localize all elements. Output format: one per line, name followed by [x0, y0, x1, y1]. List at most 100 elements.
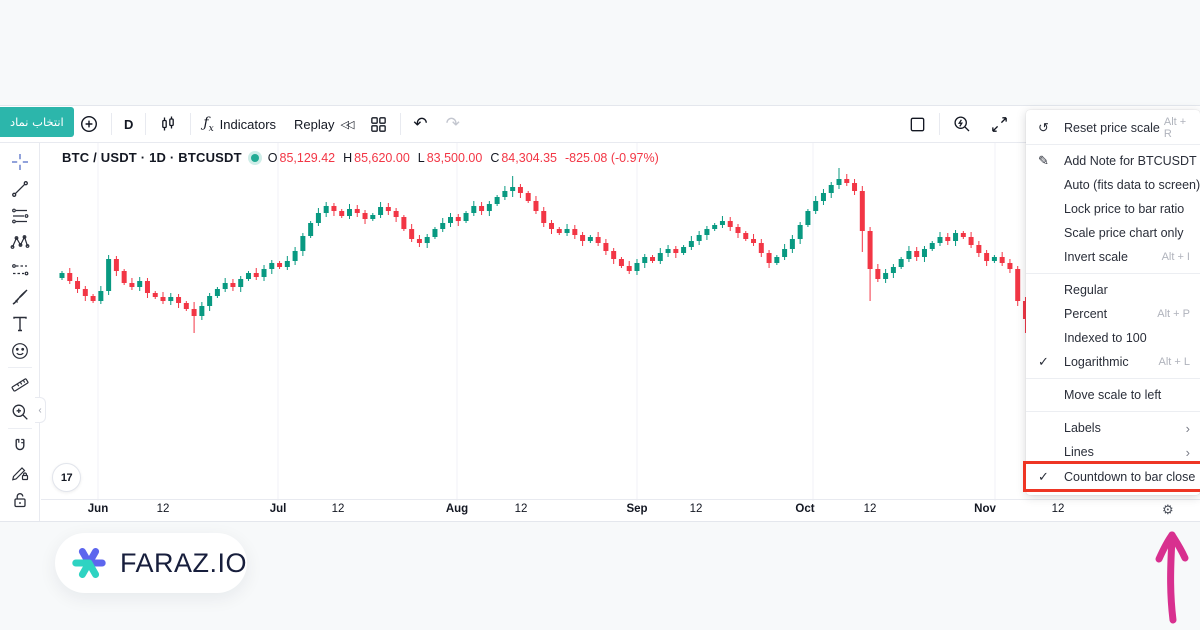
- chart-canvas[interactable]: BTC / USDT · 1D · BTCUSDT O 85,129.42 H 85…: [41, 143, 1200, 501]
- faraz-logo-icon: [72, 548, 106, 578]
- symbol-select-label: انتخاب نماد: [10, 115, 64, 129]
- time-tick-12: 12: [689, 503, 703, 515]
- menu-item-auto-fits-data-to-screen[interactable]: Auto (fits data to screen): [1026, 173, 1200, 197]
- fullscreen-button[interactable]: [981, 111, 1018, 137]
- candlestick-chart: [59, 143, 1028, 501]
- tool-long-short-position[interactable]: [4, 256, 36, 283]
- close-value: 84,304.35: [501, 150, 557, 165]
- menu-item-logarithmic[interactable]: ✓ Logarithmic Alt + L: [1026, 350, 1200, 374]
- indicators-button[interactable]: ƒx Indicators: [194, 111, 285, 137]
- tool-fib-retracement[interactable]: [4, 202, 36, 229]
- menu-shortcut: Alt + I: [1161, 251, 1190, 263]
- brand-name: FARAZ.IO: [119, 547, 247, 578]
- menu-item-move-scale-to-left[interactable]: Move scale to left: [1026, 383, 1200, 407]
- menu-item-scale-price-chart-only[interactable]: Scale price chart only: [1026, 221, 1200, 245]
- symbol-title[interactable]: BTC / USDT · 1D · BTCUSDT: [62, 150, 242, 165]
- menu-item-indexed-to-100[interactable]: Indexed to 100: [1026, 326, 1200, 350]
- menu-item-label: Labels: [1064, 421, 1101, 435]
- menu-item-lines[interactable]: Lines ›: [1026, 440, 1200, 464]
- ohlc-values: O 85,129.42 H 85,620.00 L 83,500.00 C 84,304…: [268, 151, 659, 165]
- menu-item-countdown-to-bar-close[interactable]: ✓ Countdown to bar close: [1023, 461, 1200, 492]
- drawing-pencil-lock-icon: [11, 466, 28, 480]
- snapshot-button[interactable]: [899, 111, 936, 137]
- tool-xabcd-pattern[interactable]: [4, 229, 36, 256]
- high-label: H: [343, 150, 353, 165]
- tool-zoom-in[interactable]: [4, 398, 36, 425]
- settings-gear-icon[interactable]: ⚙: [1162, 502, 1174, 517]
- menu-item-label: Scale price chart only: [1064, 226, 1184, 240]
- tool-trend-line[interactable]: [4, 175, 36, 202]
- market-status-dot[interactable]: [250, 153, 259, 162]
- tool-lock-all-drawings[interactable]: [4, 486, 36, 513]
- tool-drawing-pencil-lock[interactable]: [4, 459, 36, 486]
- menu-item-reset-price-scale[interactable]: ↺ Reset price scale Alt + R: [1026, 116, 1200, 140]
- time-tick-nov: Nov: [974, 503, 996, 515]
- time-tick-12: 12: [331, 503, 345, 515]
- time-tick-jun: Jun: [87, 503, 109, 515]
- menu-item-label: Move scale to left: [1064, 388, 1162, 402]
- menu-item-invert-scale[interactable]: Invert scale Alt + I: [1026, 245, 1200, 269]
- crosshair-icon: [11, 153, 28, 170]
- submenu-arrow-icon: ›: [1185, 420, 1190, 436]
- symbol-select-badge[interactable]: انتخاب نماد: [0, 107, 74, 137]
- menu-group: ✎ Add Note for BTCUSDT Auto (fits data to …: [1026, 144, 1200, 270]
- candlestick-icon: [162, 116, 175, 131]
- toolbar-collapse-handle[interactable]: ‹: [35, 397, 46, 423]
- interval-button[interactable]: D: [115, 111, 142, 137]
- tradingview-logo[interactable]: 17: [52, 463, 81, 492]
- low-value: 83,500.00: [426, 150, 483, 165]
- tool-crosshair[interactable]: [4, 148, 36, 175]
- tradingview-chart-window: D ƒx Indicators Replay ◁◁: [0, 105, 1200, 522]
- open-label: O: [267, 150, 278, 165]
- brand-pill: FARAZ.IO: [55, 533, 247, 593]
- checkmark-icon: ✓: [1038, 354, 1049, 369]
- menu-shortcut: Alt + R: [1163, 116, 1187, 140]
- submenu-arrow-icon: ›: [1185, 444, 1190, 460]
- menu-item-label: Auto (fits data to screen): [1064, 178, 1200, 192]
- menu-shortcut: Alt + L: [1158, 356, 1191, 368]
- undo-button[interactable]: ↶: [404, 111, 436, 137]
- menu-group: Move scale to left: [1026, 378, 1200, 408]
- tradingview-logo-glyph: 17: [60, 471, 73, 484]
- tool-measure[interactable]: [4, 371, 36, 398]
- brush-icon: [12, 289, 27, 305]
- toolbar-right-group: [899, 111, 1018, 137]
- menu-item-regular[interactable]: Regular: [1026, 278, 1200, 302]
- redo-button[interactable]: ↷: [437, 111, 469, 137]
- lock-all-drawings-icon: [13, 492, 26, 507]
- trend-line-icon: [11, 180, 28, 197]
- magnet-icon: [15, 438, 24, 450]
- candle-style-button[interactable]: [149, 111, 187, 137]
- price-scale-context-menu: ↺ Reset price scale Alt + R ✎ Add Note for B…: [1023, 110, 1200, 495]
- symbol-search-button[interactable]: [70, 111, 108, 137]
- menu-group: ↺ Reset price scale Alt + R: [1026, 115, 1200, 141]
- menu-item-lock-price-to-bar-ratio[interactable]: Lock price to bar ratio: [1026, 197, 1200, 221]
- menu-item-percent[interactable]: Percent Alt + P: [1026, 302, 1200, 326]
- menu-item-label: Indexed to 100: [1064, 331, 1147, 345]
- indicators-label: Indicators: [219, 116, 277, 132]
- text-icon: [12, 316, 27, 331]
- tool-emoji[interactable]: [4, 337, 36, 364]
- menu-item-labels[interactable]: Labels ›: [1026, 416, 1200, 440]
- tool-text[interactable]: [4, 310, 36, 337]
- search-lightning-icon: [954, 116, 970, 132]
- low-label: L: [417, 150, 425, 165]
- time-tick-12: 12: [863, 503, 877, 515]
- time-axis[interactable]: Jun 12 Jul 12 Aug 12 Sep 12 Oct 12 Nov 12 ⚙: [41, 499, 1200, 521]
- tool-brush[interactable]: [4, 283, 36, 310]
- quick-search-button[interactable]: [943, 111, 981, 137]
- toolbar-separator: [939, 113, 940, 135]
- top-toolbar: D ƒx Indicators Replay ◁◁: [0, 106, 1200, 143]
- xabcd-pattern-icon: [10, 234, 29, 249]
- tool-magnet[interactable]: [4, 432, 36, 459]
- replay-button[interactable]: Replay ◁◁: [285, 111, 360, 137]
- layout-grid-button[interactable]: [360, 111, 397, 137]
- menu-item-add-note-for-btcusdt[interactable]: ✎ Add Note for BTCUSDT: [1026, 149, 1200, 173]
- measure-icon: [11, 377, 29, 392]
- menu-item-label: Lines: [1064, 445, 1094, 459]
- menu-group: Labels › Lines › ✓ Countdown to bar close: [1023, 411, 1200, 492]
- toolbar-separator: [190, 113, 192, 135]
- snapshot-square-icon: [910, 117, 925, 131]
- menu-item-label: Invert scale: [1064, 250, 1128, 264]
